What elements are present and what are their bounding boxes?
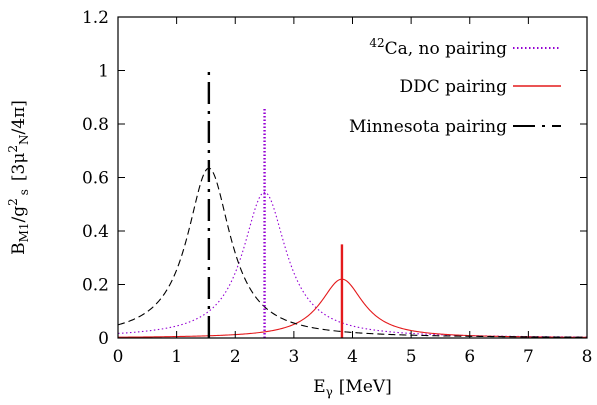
y-tick-label: 0.4: [82, 222, 109, 242]
y-tick-label: 1.2: [82, 8, 109, 28]
x-tick-label: 6: [464, 347, 475, 367]
y-tick-label: 1: [98, 62, 109, 82]
series-curve-2: [118, 168, 587, 337]
legend: 42Ca, no pairing DDC pairing Minnesota p…: [349, 36, 561, 137]
series-curve-1: [118, 279, 587, 337]
x-tick-label: 4: [347, 347, 358, 367]
x-tick-label: 3: [288, 347, 299, 367]
y-tick-label: 0.8: [82, 115, 109, 135]
legend-label-minnesota: Minnesota pairing: [349, 117, 507, 137]
x-tick-label: 0: [113, 347, 124, 367]
legend-label-ddc: DDC pairing: [399, 77, 507, 97]
y-tick-label: 0.2: [82, 276, 109, 296]
x-tick-label: 5: [406, 347, 417, 367]
x-tick-label: 7: [523, 347, 534, 367]
x-axis-title: Eγ [MeV]: [313, 377, 392, 399]
y-axis-title: BM1/g2s[3μ2N/4π]: [6, 100, 31, 255]
y-tick-label: 0: [98, 329, 109, 349]
plot-frame: [118, 17, 587, 338]
tick-labels: 0 1 2 3 4 5 6 7 8 0 0.2 0.4 0.6 0.8 1 1.2: [82, 8, 592, 367]
ticks: [118, 17, 587, 338]
curves: [118, 168, 587, 337]
x-tick-label: 8: [582, 347, 593, 367]
x-tick-label: 1: [171, 347, 182, 367]
x-tick-label: 2: [230, 347, 241, 367]
y-tick-label: 0.6: [82, 169, 109, 189]
legend-label-42ca: 42Ca, no pairing: [369, 36, 507, 59]
sticks: [209, 71, 342, 339]
series-curve-0: [118, 192, 587, 337]
